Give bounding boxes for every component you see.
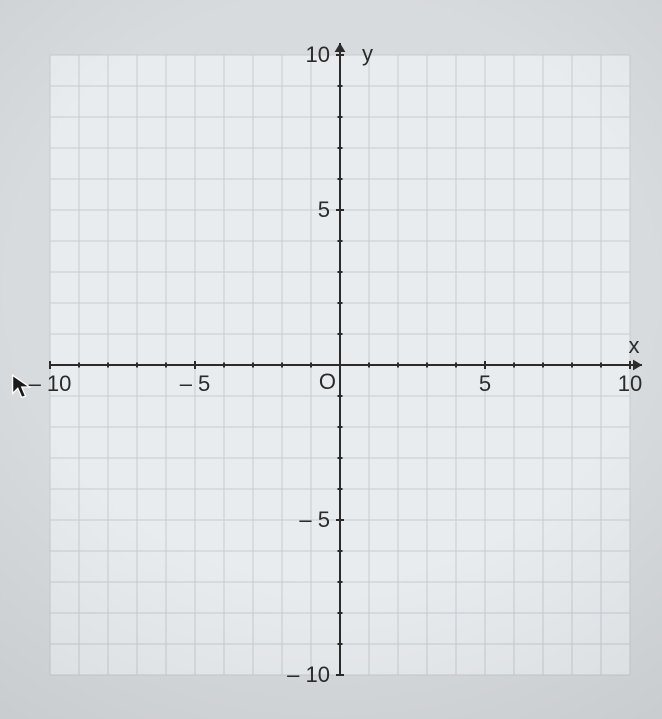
y-tick-label: 10 <box>306 42 330 67</box>
x-tick-label: 5 <box>479 371 491 396</box>
x-axis-label: x <box>629 333 640 358</box>
y-tick-label: – 10 <box>287 662 330 687</box>
coordinate-plane: – 10 – 5 O 5 10 – 10 – 5 5 10 x y <box>0 0 662 719</box>
origin-label: O <box>319 369 336 394</box>
x-tick-label: 10 <box>618 371 642 396</box>
x-tick-label: – 10 <box>29 371 72 396</box>
y-tick-label: – 5 <box>299 507 330 532</box>
y-tick-label: 5 <box>318 197 330 222</box>
y-axis-label: y <box>362 41 373 66</box>
x-tick-label: – 5 <box>180 371 211 396</box>
